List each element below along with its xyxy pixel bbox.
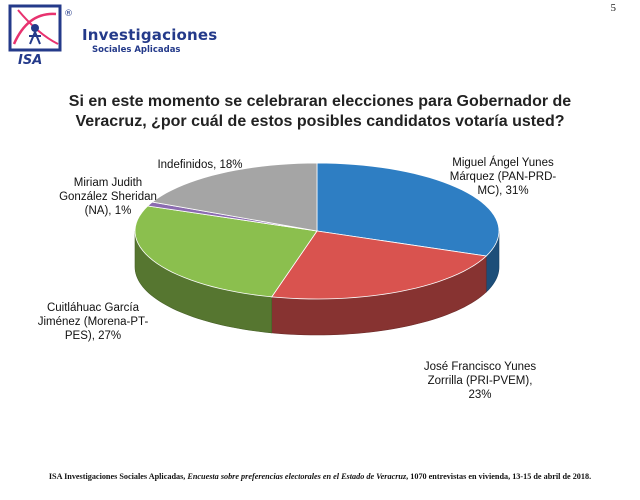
label-yunes-zorrilla: José Francisco Yunes Zorrilla (PRI-PVEM)… bbox=[423, 361, 537, 401]
pie-slice-yunes-zorrilla bbox=[271, 230, 488, 300]
brand-subtitle: Sociales Aplicadas bbox=[92, 45, 181, 55]
footer-source: ISA Investigaciones Sociales Aplicadas, … bbox=[48, 472, 592, 481]
label-gonzalez-sheridan: Miriam Judith González Sheridan (NA), 1% bbox=[59, 177, 157, 217]
pie-chart bbox=[134, 162, 500, 336]
chart-title-line-1: Si en este momento se celebraran eleccio… bbox=[68, 93, 572, 110]
pie-slice-indefinidos bbox=[151, 162, 318, 232]
label-garcia-jimenez: Cuitláhuac García Jiménez (Morena-PT- PE… bbox=[37, 302, 149, 342]
chart-title-line-2: Veracruz, ¿por cuál de estos posibles ca… bbox=[75, 113, 565, 130]
label-indefinidos: Indefinidos, 18% bbox=[157, 159, 243, 171]
registered-mark: ® bbox=[64, 9, 73, 19]
logo-abbrev: ISA bbox=[18, 53, 42, 66]
pie-slice-garcia-jimenez bbox=[134, 205, 318, 298]
brand-text: Investigaciones Sociales Aplicadas bbox=[82, 26, 217, 55]
page-number: 5 bbox=[610, 2, 617, 14]
label-yunes-marquez: Miguel Ángel Yunes Márquez (PAN-PRD- MC)… bbox=[449, 157, 557, 197]
chart-title: Si en este momento se celebraran eleccio… bbox=[0, 92, 640, 132]
isa-logo: ISA ® bbox=[8, 4, 73, 66]
brand-name: Investigaciones bbox=[82, 26, 218, 44]
pie-slice-yunes-marquez bbox=[316, 162, 500, 257]
